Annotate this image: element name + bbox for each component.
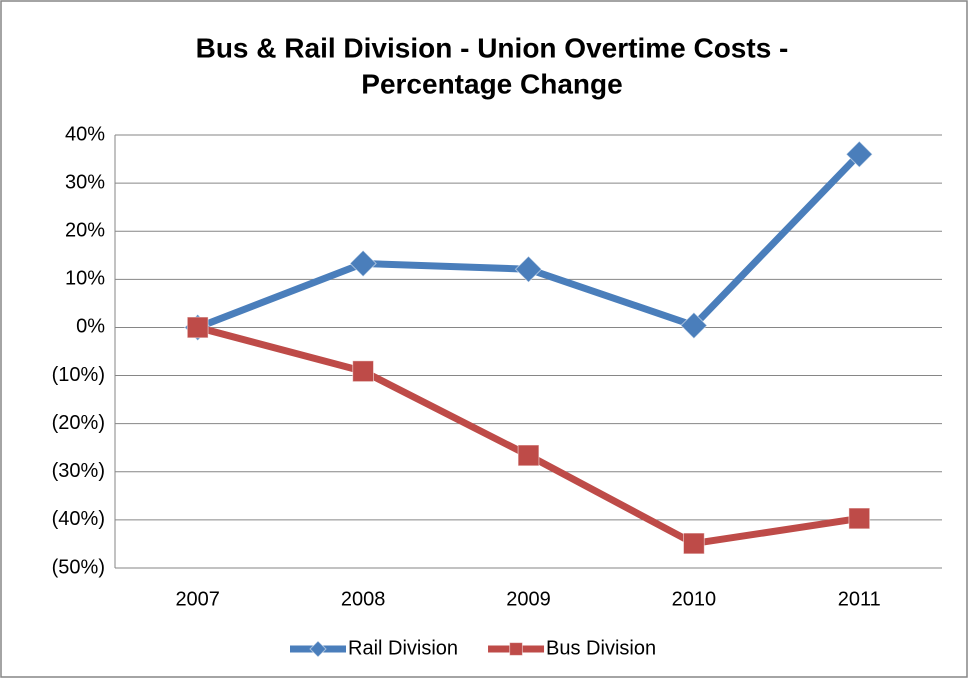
marker [845, 140, 874, 168]
legend-marker [509, 642, 523, 656]
marker [517, 444, 540, 467]
y-tick-label: 0% [76, 316, 105, 338]
y-tick-label: 40% [65, 123, 105, 145]
x-tick-label: 2007 [175, 588, 220, 610]
chart-title: Percentage Change [361, 68, 622, 99]
y-tick-label: 10% [65, 268, 105, 290]
chart-title: Bus & Rail Division - Union Overtime Cos… [196, 32, 789, 63]
legend-marker [309, 640, 327, 658]
legend-label: Bus Division [546, 637, 656, 659]
marker [186, 316, 209, 339]
y-tick-label: (10%) [52, 364, 105, 386]
y-tick-label: 30% [65, 171, 105, 193]
marker [514, 255, 543, 283]
marker [683, 532, 705, 555]
x-tick-label: 2010 [672, 588, 717, 610]
marker [680, 311, 708, 340]
marker [352, 360, 375, 383]
x-tick-label: 2009 [506, 588, 551, 610]
x-tick-label: 2011 [838, 588, 881, 610]
legend-label: Rail Division [348, 637, 458, 659]
y-tick-label: (20%) [52, 412, 105, 434]
x-tick-label: 2008 [341, 588, 386, 610]
y-tick-label: 20% [65, 220, 105, 242]
y-tick-label: (30%) [52, 460, 105, 482]
y-tick-label: (40%) [52, 508, 105, 530]
y-tick-label: (50%) [52, 556, 105, 578]
marker [848, 507, 871, 530]
marker [349, 249, 377, 278]
